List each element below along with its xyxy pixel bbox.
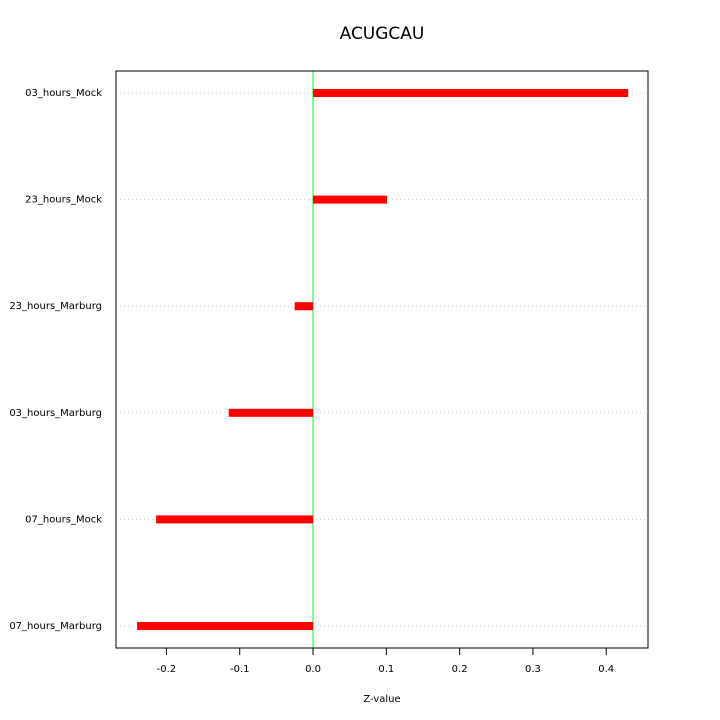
y-tick-label: 07_hours_Marburg xyxy=(9,621,102,632)
bar xyxy=(156,515,314,524)
x-tick-label: 0.2 xyxy=(452,664,468,675)
x-tick-label: 0.3 xyxy=(525,664,541,675)
y-tick-label: 03_hours_Mock xyxy=(25,88,102,99)
y-tick-label: 07_hours_Mock xyxy=(25,514,102,525)
bar xyxy=(294,302,314,311)
x-tick-label: 0.0 xyxy=(305,664,321,675)
x-axis-label: Z-value xyxy=(363,694,400,705)
y-tick-label: 23_hours_Marburg xyxy=(9,301,102,312)
x-tick-label: -0.2 xyxy=(157,664,177,675)
y-tick-label: 03_hours_Marburg xyxy=(9,408,102,419)
x-tick-label: 0.4 xyxy=(598,664,614,675)
bar xyxy=(228,408,314,417)
bar xyxy=(313,89,629,97)
bar xyxy=(137,622,314,630)
plot-frame xyxy=(115,70,649,649)
y-tick-label: 23_hours_Mock xyxy=(25,195,102,206)
x-tick-label: 0.1 xyxy=(378,664,394,675)
x-tick-label: -0.1 xyxy=(230,664,250,675)
bar xyxy=(313,195,388,204)
chart-title: ACUGCAU xyxy=(340,24,425,44)
